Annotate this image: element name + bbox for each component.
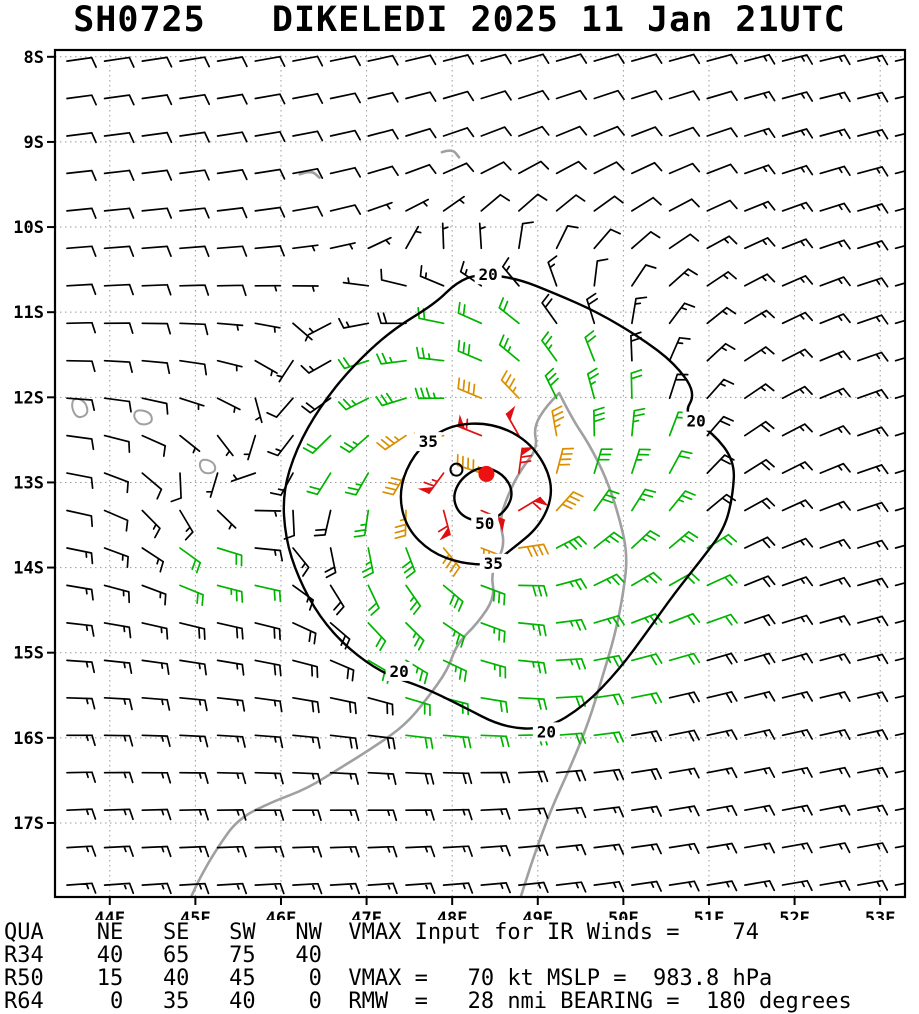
lon-tick-label: 44E (94, 909, 125, 920)
chart-title: SH0725 DIKELEDI 2025 11 Jan 21UTC (73, 0, 846, 40)
lon-tick-label: 49E (522, 909, 553, 920)
lon-tick-label: 52E (779, 909, 810, 920)
contour-label: 20 (537, 722, 556, 741)
lat-tick-label: 12S (13, 388, 44, 408)
footer-line-r64: R64 0 35 40 0 RMW = 28 nmi BEARING = 180… (4, 989, 852, 1014)
lat-tick-label: 15S (13, 644, 44, 664)
lat-tick-label: 17S (13, 814, 44, 834)
footer-line-r50: R50 15 40 45 0 VMAX = 70 kt MSLP = 983.8… (4, 966, 773, 991)
lon-tick-label: 46E (266, 909, 297, 920)
storm-center-dot (478, 465, 495, 482)
contour-label: 50 (475, 514, 494, 533)
contour-label: 20 (478, 265, 497, 284)
lat-tick-label: 8S (24, 48, 44, 68)
contour-label: 20 (687, 412, 706, 431)
stats-footer: QUA NE SE SW NW VMAX Input for IR Winds … (4, 921, 852, 1013)
contour-label: 20 (389, 662, 408, 681)
lon-tick-label: 51E (694, 909, 725, 920)
contour-label: 35 (484, 554, 503, 573)
lat-tick-label: 9S (24, 133, 44, 153)
inner-eye-contour (449, 462, 464, 477)
lat-tick-label: 10S (13, 218, 44, 238)
footer-line-quadrants: QUA NE SE SW NW VMAX Input for IR Winds … (4, 920, 759, 945)
map-frame (53, 48, 907, 899)
contour-labels: 20 20 20 20 35 35 50 (385, 265, 710, 742)
lat-tick-label: 11S (13, 303, 44, 323)
lat-tick-label: 16S (13, 729, 44, 749)
wind-radii-contours (282, 274, 736, 730)
map-svg: 20 20 20 20 35 35 50 8S 9S 10S 11S 12S 13S 14S 15S 16S 1… (13, 48, 907, 929)
lat-tick-label: 13S (13, 473, 44, 493)
lon-tick-label: 50E (608, 909, 639, 920)
lat-tick-label: 14S (13, 559, 44, 579)
lon-tick-label: 53E (865, 909, 896, 920)
lon-tick-label: 48E (437, 909, 468, 920)
wind-barbs (66, 53, 905, 895)
wind-barb-map: 20 20 20 20 35 35 50 8S 9S 10S 11S 12S 13S 14S 15S 16S 1… (13, 48, 907, 929)
lon-tick-label: 45E (180, 909, 211, 920)
lon-tick-label: 47E (351, 909, 382, 920)
footer-line-r34: R34 40 65 75 40 (4, 943, 322, 968)
contour-label: 35 (419, 432, 438, 451)
